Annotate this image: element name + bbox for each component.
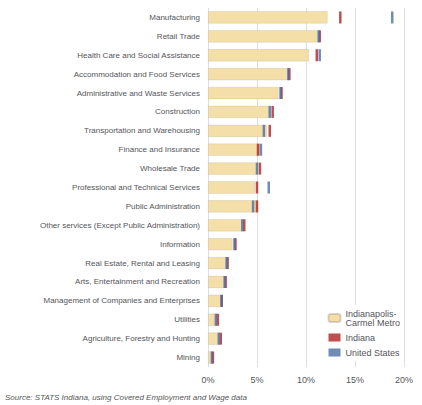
svg-text:Health Care and Social Assista: Health Care and Social Assistance xyxy=(77,51,200,60)
svg-text:Public Administration: Public Administration xyxy=(126,202,200,211)
svg-text:20%: 20% xyxy=(395,375,413,385)
svg-text:Indiana: Indiana xyxy=(345,333,375,343)
svg-text:Source: STATS Indiana, using C: Source: STATS Indiana, using Covered Emp… xyxy=(5,393,247,402)
svg-text:Agriculture, Forestry and Hunt: Agriculture, Forestry and Hunting xyxy=(83,334,200,343)
svg-text:Wholesale Trade: Wholesale Trade xyxy=(140,164,201,173)
svg-text:Retail Trade: Retail Trade xyxy=(157,32,201,41)
svg-text:Finance and Insurance: Finance and Insurance xyxy=(119,145,201,154)
svg-text:Administrative and Waste Servi: Administrative and Waste Services xyxy=(77,89,200,98)
svg-text:Transportation and Warehousing: Transportation and Warehousing xyxy=(84,126,200,135)
svg-text:Other services (Except Public: Other services (Except Public Administra… xyxy=(40,221,200,230)
svg-text:Construction: Construction xyxy=(155,107,200,116)
svg-text:Mining: Mining xyxy=(176,353,200,362)
svg-text:Professional and Technical Ser: Professional and Technical Services xyxy=(72,183,200,192)
svg-text:10%: 10% xyxy=(297,375,315,385)
svg-text:Real Estate, Rental and Leasin: Real Estate, Rental and Leasing xyxy=(85,259,200,268)
svg-text:Arts, Entertainment and Recrea: Arts, Entertainment and Recreation xyxy=(75,277,200,286)
svg-text:15%: 15% xyxy=(346,375,364,385)
svg-text:5%: 5% xyxy=(250,375,263,385)
svg-text:Utilities: Utilities xyxy=(174,315,200,324)
svg-text:Management of Companies and En: Management of Companies and Enterprises xyxy=(43,296,200,305)
svg-text:Accommodation and Food Service: Accommodation and Food Services xyxy=(74,70,200,79)
svg-text:Manufacturing: Manufacturing xyxy=(149,13,200,22)
svg-text:Carmel Metro: Carmel Metro xyxy=(345,318,400,328)
svg-text:United States: United States xyxy=(345,348,400,358)
svg-text:Indianapolis-: Indianapolis- xyxy=(345,308,397,319)
svg-text:Information: Information xyxy=(160,240,200,249)
svg-text:0%: 0% xyxy=(201,375,214,385)
